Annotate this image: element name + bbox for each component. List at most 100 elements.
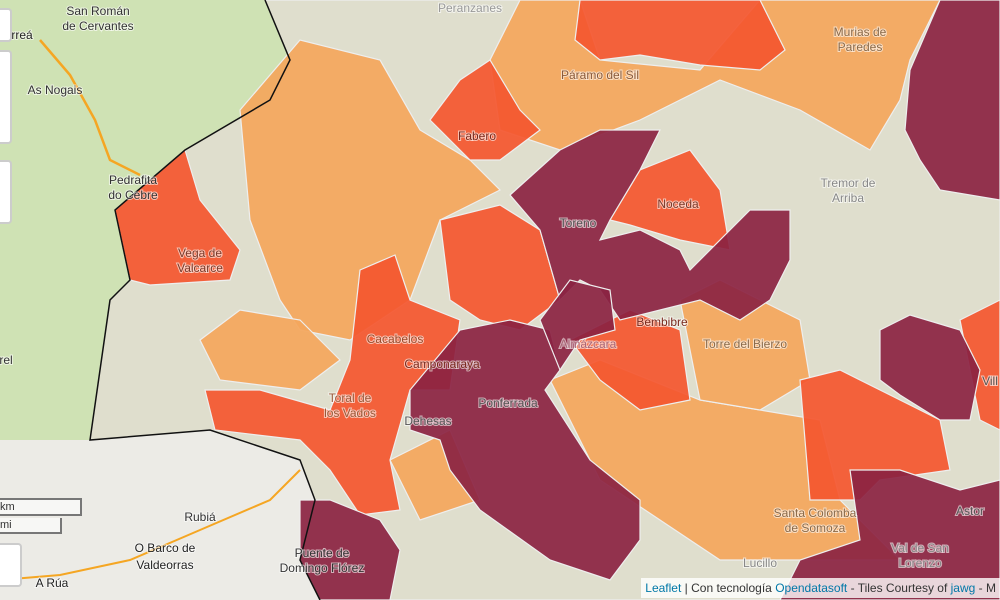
place-label: Val de San Lorenzo (891, 541, 949, 570)
place-label: Noceda (657, 197, 699, 211)
place-label: As Nogais (28, 83, 83, 97)
place-label: Lucillo (743, 556, 777, 570)
basemap-green (0, 0, 290, 440)
place-label: Vega de Valcarce (177, 246, 223, 275)
place-label: Toreno (560, 216, 597, 230)
place-label: Dehesas (404, 414, 451, 428)
label-line: Puente de (295, 546, 350, 560)
basemap (0, 0, 320, 600)
region (539, 279, 616, 372)
label-line: Vill (982, 374, 998, 388)
label-line: Vega de (178, 246, 222, 260)
place-label: rreá (11, 28, 33, 42)
region (609, 149, 731, 251)
region (409, 319, 641, 581)
region (489, 0, 941, 151)
label-line: Ponferrada (478, 396, 538, 410)
label-line: Astor (956, 504, 984, 518)
place-label: Pedrafita do Cebre (108, 173, 158, 202)
layers-button[interactable] (0, 543, 22, 587)
place-label: O Barco de Valdeorras (135, 541, 196, 572)
label-line: los Vados (324, 406, 376, 420)
border (89, 0, 321, 600)
place-label: Peranzanes (438, 1, 502, 15)
label-line: Fabero (458, 129, 496, 143)
label-line: Lorenzo (898, 556, 942, 570)
region (879, 314, 981, 421)
link[interactable]: jawg (950, 581, 976, 595)
label-line: Santa Colomba (774, 506, 857, 520)
basemap-grey (0, 430, 320, 600)
region (904, 0, 1000, 201)
label-line: Almázcara (560, 337, 617, 351)
text: - M (978, 581, 996, 595)
label-line: Lucillo (743, 556, 777, 570)
label-line: de Somoza (785, 521, 846, 535)
region (199, 309, 341, 391)
place-label: Vill (982, 374, 998, 388)
label-line: Tremor de (821, 176, 876, 190)
label-line: Paredes (838, 40, 883, 54)
label-line: Peranzanes (438, 1, 502, 15)
label-line: Torre del Bierzo (703, 337, 787, 351)
label-line: de Cervantes (62, 19, 133, 33)
region (439, 204, 561, 331)
place-label: Almázcara (560, 337, 617, 351)
road (0, 469, 301, 581)
link[interactable]: Leaflet (645, 581, 682, 595)
fullscreen-button[interactable] (0, 8, 12, 42)
label-line: Noceda (657, 197, 699, 211)
region (799, 369, 951, 501)
place-label: Cacabelos (367, 332, 424, 346)
text: | Con tecnología (684, 581, 772, 595)
place-label: Tremor de Arriba (821, 176, 876, 205)
place-label: Bembibre (636, 315, 688, 329)
label-line: Cacabelos (367, 332, 424, 346)
place-label: Páramo del Sil (561, 68, 639, 82)
place-label: Camponaraya (404, 357, 480, 371)
link[interactable]: Opendatasoft (775, 581, 848, 595)
place-label: Astor (956, 504, 984, 518)
label-line: Toreno (560, 216, 597, 230)
label-line: Dehesas (404, 414, 451, 428)
label-line: Murias de (834, 25, 887, 39)
place-label: Ponferrada (478, 396, 538, 410)
scale-metric: km (0, 498, 82, 516)
label-line: Páramo del Sil (561, 68, 639, 82)
attribution: Leaflet | Con tecnología Opendatasoft - … (641, 578, 1000, 598)
place-label: A Rúa (36, 576, 69, 590)
place-label: Santa Colomba de Somoza (774, 506, 857, 535)
place-label: Torre del Bierzo (703, 337, 787, 351)
place-label: rel (0, 353, 13, 367)
label-line: Domingo Flórez (280, 561, 365, 575)
label-line: Rubiá (184, 510, 216, 524)
label-line: Camponaraya (404, 357, 480, 371)
label-line: Pedrafita (109, 173, 157, 187)
label-line: rreá (11, 28, 33, 42)
label-line: A Rúa (36, 576, 69, 590)
zoom-control[interactable] (0, 50, 12, 144)
label-line: do Cebre (108, 188, 158, 202)
map-control[interactable] (0, 160, 12, 224)
label-line: rel (0, 353, 13, 367)
place-label: San Román de Cervantes (62, 4, 133, 33)
label-line: O Barco de (135, 541, 196, 555)
place-label: Murias de Paredes (834, 25, 887, 54)
place-label: Puente de Domingo Flórez (280, 546, 365, 575)
region (574, 0, 786, 71)
label-line: Val de San (891, 541, 949, 555)
label-line: San Román (66, 4, 129, 18)
region (779, 469, 1000, 600)
label-line: Valdeorras (136, 558, 193, 572)
text: - Tiles Courtesy of (850, 581, 948, 595)
region (429, 59, 541, 161)
label-line: Arriba (832, 191, 864, 205)
label-line: Valcarce (177, 261, 223, 275)
label-line: Toral de (329, 391, 372, 405)
road (39, 39, 141, 177)
place-label: Fabero (458, 129, 496, 143)
place-label: Toral de los Vados (324, 391, 376, 420)
place-label: Rubiá (184, 510, 216, 524)
